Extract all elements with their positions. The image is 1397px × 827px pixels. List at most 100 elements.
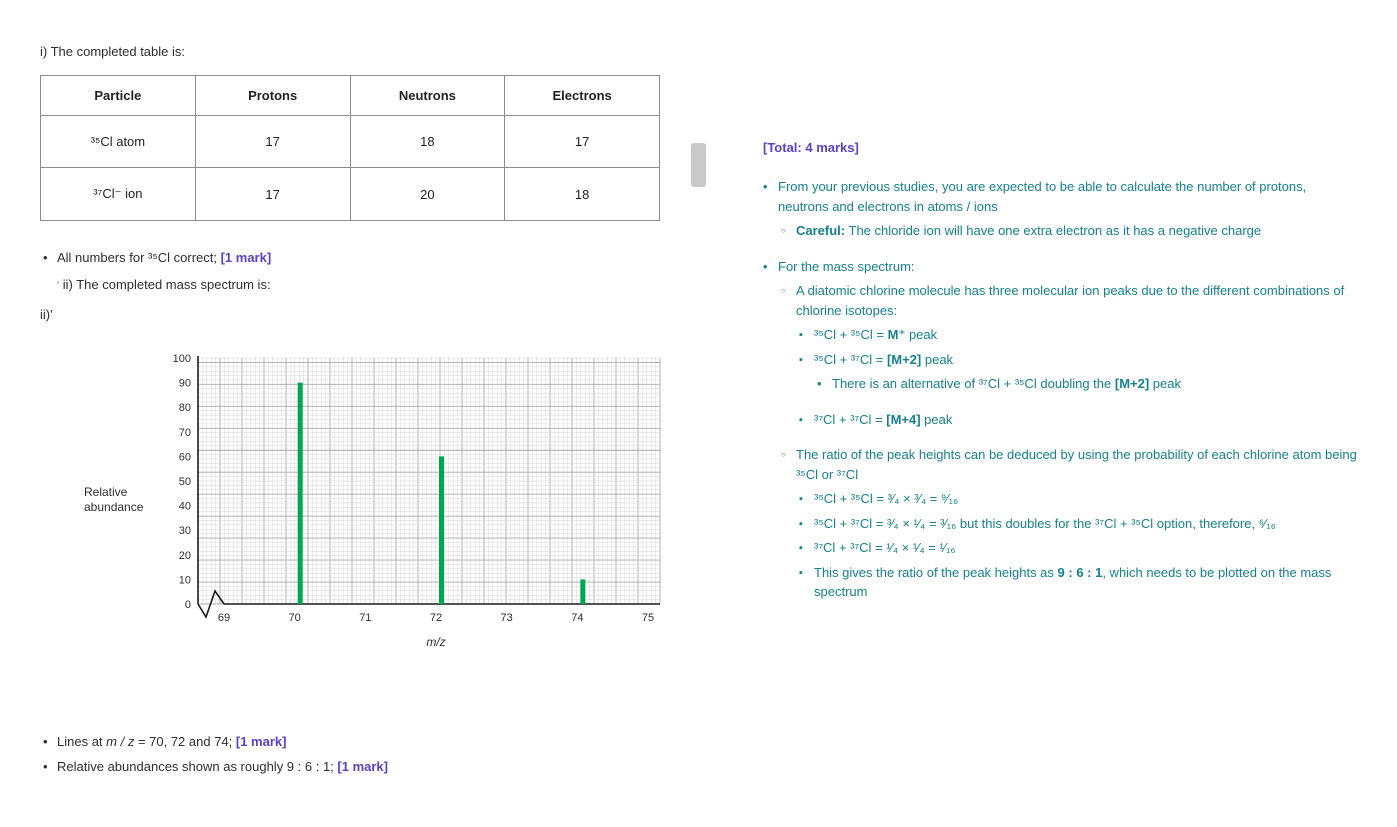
list-item: ³⁷Cl + ³⁷Cl = ¹⁄₄ × ¹⁄₄ = ¹⁄₁₆	[799, 538, 1359, 558]
list-item-text: ³⁷Cl + ³⁷Cl = [M+4] peak	[814, 411, 953, 427]
y-tick-label: 0	[185, 599, 191, 611]
x-tick-label: 73	[501, 612, 513, 624]
y-tick-label: 40	[179, 500, 191, 512]
bullet-disc-icon	[763, 257, 768, 277]
list-item: For the mass spectrum:	[763, 257, 1359, 277]
list-item: The ratio of the peak heights can be ded…	[781, 445, 1359, 484]
mass-spectrum-chart: 0 10 20 30 40 50 60 70 80 90 100 69 70 71 72 73 74 75 m/z	[173, 353, 661, 649]
list-item-text: ³⁵Cl + ³⁵Cl = ³⁄₄ × ³⁄₄ = ⁹⁄₁₆	[814, 491, 959, 506]
mass-spectrum-chart-container: 0 10 20 30 40 50 60 70 80 90 100 69 70 71 72 73 74 75 m/z	[152, 348, 672, 653]
list-item-text: ³⁵Cl + ³⁷Cl = [M+2] peak	[814, 351, 954, 367]
table-cell: 17	[194, 115, 351, 168]
table-header-row: Particle Protons Neutrons Electrons	[40, 75, 660, 116]
x-axis-label: m/z	[426, 635, 445, 649]
list-item-text: Lines at m / z = 70, 72 and 74; [1 mark]	[57, 733, 287, 749]
table-cell: 17	[504, 115, 660, 168]
list-item: This gives the ratio of the peak heights…	[799, 563, 1359, 602]
bullet-square-icon	[799, 538, 803, 558]
list-item-text: ³⁵Cl + ³⁷Cl = ³⁄₄ × ¹⁄₄ = ³⁄₁₆ but this …	[814, 515, 1276, 531]
bullet-square-icon	[799, 489, 803, 509]
list-item-text: ³⁵Cl + ³⁵Cl = M⁺ peak	[814, 327, 938, 342]
y-tick-label: 70	[179, 427, 191, 439]
list-item-text: From your previous studies, you are expe…	[778, 179, 1307, 214]
x-tick-label: 75	[642, 612, 654, 624]
bullet-square-icon	[799, 410, 803, 430]
list-item-text: This gives the ratio of the peak heights…	[814, 564, 1332, 600]
right-column: [Total: 4 marks] From your previous stud…	[763, 140, 1359, 602]
part-ii-intro: ' ii) The completed mass spectrum is:	[57, 276, 271, 292]
table-header-cell: Protons	[194, 75, 351, 116]
grid-lines	[197, 357, 661, 605]
left-column: i) The completed table is: Particle Prot…	[40, 44, 672, 777]
bullet-square-icon	[799, 350, 803, 370]
bullet-disc-icon	[763, 177, 768, 197]
y-tick-label: 50	[179, 476, 191, 488]
list-item-text: All numbers for ³⁵Cl correct; [1 mark]	[57, 250, 272, 265]
x-tick-label: 70	[289, 612, 301, 624]
table-cell: 18	[349, 115, 506, 168]
list-item: All numbers for ³⁵Cl correct; [1 mark]	[40, 249, 672, 268]
list-item: ³⁵Cl + ³⁵Cl = ³⁄₄ × ³⁄₄ = ⁹⁄₁₆	[799, 489, 1359, 509]
table-header-cell: Electrons	[504, 75, 660, 116]
scrollbar-thumb[interactable]	[691, 143, 706, 187]
y-tick-label: 60	[179, 451, 191, 463]
bullet-disc-icon	[43, 733, 48, 752]
list-item: ³⁵Cl + ³⁷Cl = ³⁄₄ × ¹⁄₄ = ³⁄₁₆ but this …	[799, 514, 1359, 534]
y-tick-label: 100	[173, 353, 191, 365]
bullet-square-icon	[799, 563, 803, 583]
bullet-square-icon	[799, 514, 803, 534]
list-item-text: For the mass spectrum:	[778, 258, 915, 274]
list-item-text: There is an alternative of ³⁷Cl + ³⁵Cl d…	[832, 376, 1181, 391]
y-tick-label: 20	[179, 550, 191, 562]
table-cell: 17	[194, 167, 351, 221]
spectrum-bar	[580, 579, 586, 604]
list-item: ³⁵Cl + ³⁷Cl = [M+2] peak	[799, 350, 1359, 370]
list-item: ³⁷Cl + ³⁷Cl = [M+4] peak	[799, 410, 1359, 430]
x-tick-label: 69	[218, 612, 230, 624]
list-item-text: Relative abundances shown as roughly 9 :…	[57, 758, 388, 774]
table-cell: ³⁷Cl⁻ ion	[40, 167, 196, 221]
x-tick-label: 71	[359, 612, 371, 624]
axis-break-icon	[197, 589, 225, 619]
list-item: Relative abundances shown as roughly 9 :…	[40, 758, 672, 777]
table-row: ³⁷Cl⁻ ion 17 20 18	[40, 167, 660, 221]
x-tick-label: 72	[430, 612, 442, 624]
x-tick-label: 74	[571, 612, 583, 624]
y-tick-label: 10	[179, 574, 191, 586]
table-header-cell: Neutrons	[349, 75, 506, 116]
spectrum-bars	[297, 382, 586, 604]
table-row: ³⁵Cl atom 17 18 17	[40, 115, 660, 168]
list-item-text: ³⁷Cl + ³⁷Cl = ¹⁄₄ × ¹⁄₄ = ¹⁄₁₆	[814, 540, 956, 555]
spectrum-bar	[297, 382, 303, 604]
list-item: Careful: The chloride ion will have one …	[781, 221, 1359, 241]
bullet-square-icon	[799, 325, 803, 345]
table-cell: 18	[504, 167, 660, 221]
list-item: There is an alternative of ³⁷Cl + ³⁵Cl d…	[817, 374, 1359, 394]
y-tick-label: 90	[179, 377, 191, 389]
part-i-intro: i) The completed table is:	[40, 44, 185, 59]
table-cell: ³⁵Cl atom	[40, 115, 196, 168]
bullet-disc-icon	[817, 374, 822, 394]
subpart-label: ii)'	[40, 306, 53, 322]
y-tick-label: 30	[179, 525, 191, 537]
list-item: From your previous studies, you are expe…	[763, 177, 1359, 216]
list-item: A diatomic chlorine molecule has three m…	[781, 281, 1359, 320]
mass-spectrum: Relative abundance 0 10 20 30 40 50 60 70 80 90 10…	[84, 348, 672, 653]
list-item: Lines at m / z = 70, 72 and 74; [1 mark]	[40, 733, 672, 752]
spectrum-bar	[439, 456, 444, 604]
marking-points-list: Lines at m / z = 70, 72 and 74; [1 mark]…	[40, 733, 672, 777]
total-marks: [Total: 4 marks]	[763, 140, 859, 155]
bullet-disc-icon	[43, 758, 48, 777]
table-cell: 20	[349, 167, 506, 221]
y-tick-label: 80	[179, 402, 191, 414]
y-axis-label: Relative abundance	[84, 484, 144, 515]
list-item-text: A diatomic chlorine molecule has three m…	[796, 283, 1345, 318]
list-item-text: Careful: The chloride ion will have one …	[796, 223, 1262, 238]
bullet-circle-icon	[781, 281, 786, 301]
bullet-circle-icon	[781, 221, 786, 241]
particle-table: Particle Protons Neutrons Electrons ³⁵Cl…	[40, 75, 660, 221]
tick-labels: 0 10 20 30 40 50 60 70 80 90 100 69 70 71 72 73 74 75	[173, 353, 654, 624]
list-item-text: The ratio of the peak heights can be ded…	[796, 447, 1357, 482]
list-item: ³⁵Cl + ³⁵Cl = M⁺ peak	[799, 325, 1359, 345]
